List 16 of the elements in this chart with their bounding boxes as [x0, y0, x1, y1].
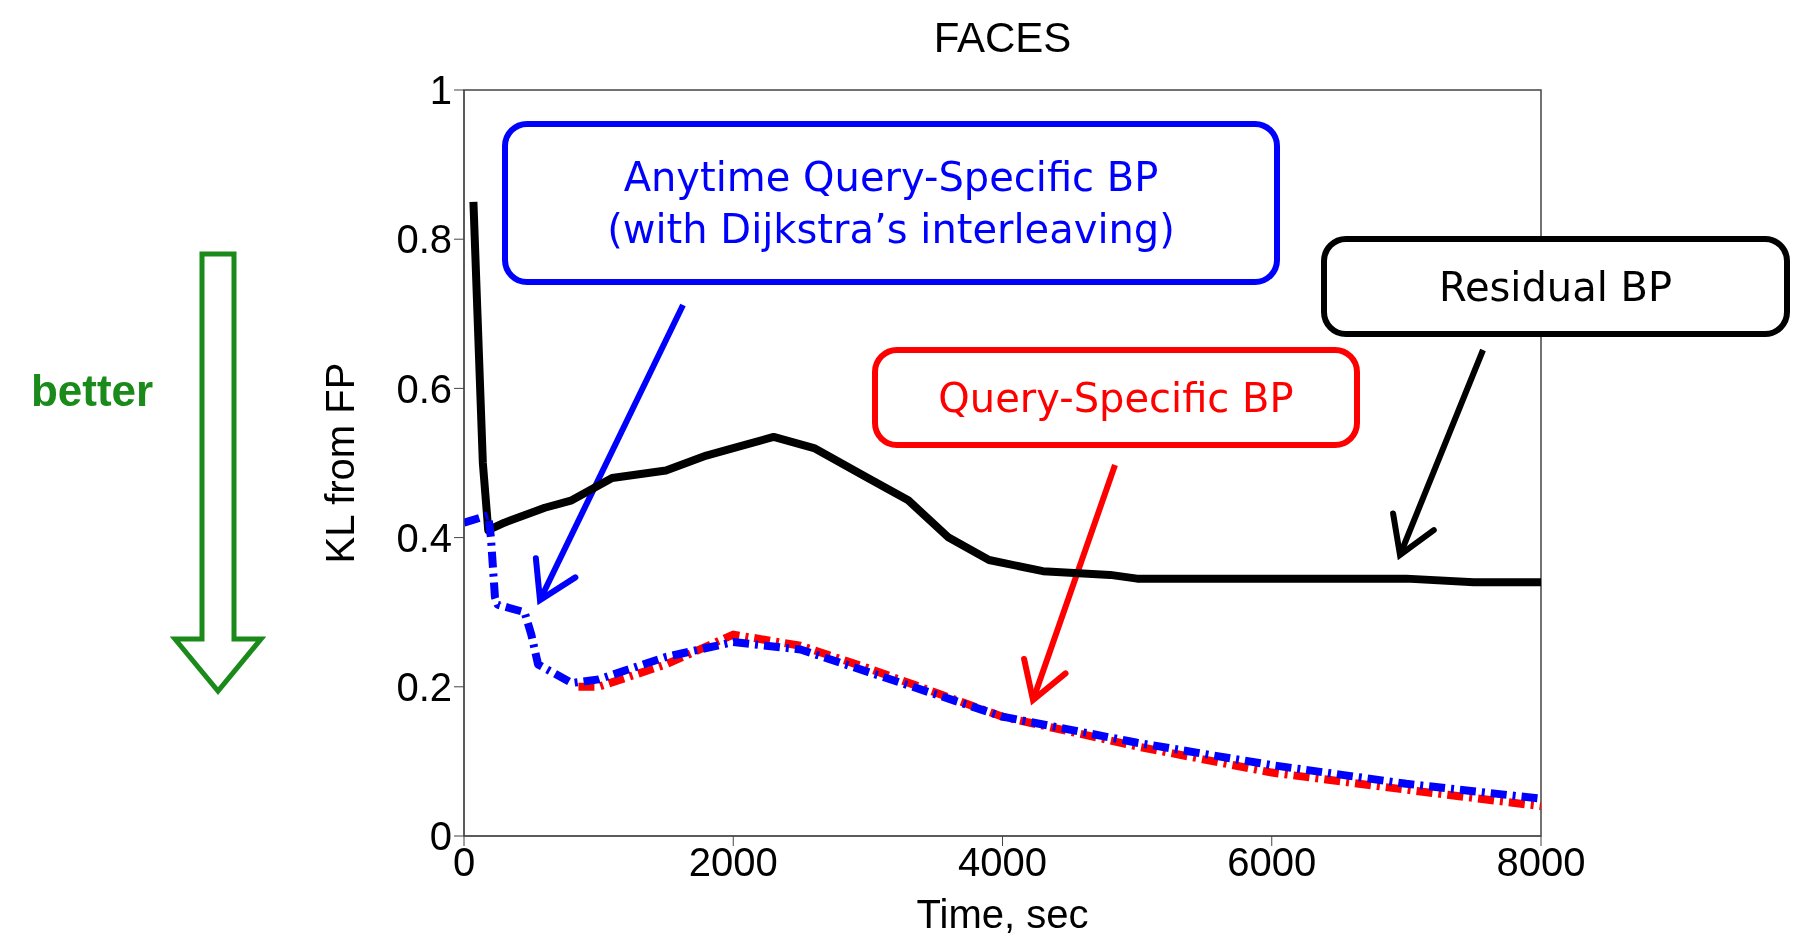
- y-tick-label: 0.4: [396, 515, 452, 560]
- x-tick-label: 4000: [958, 840, 1047, 885]
- y-tick-label: 0.2: [396, 665, 452, 709]
- text: Residual BP: [1438, 263, 1673, 310]
- y-tick-label: 0.8: [396, 217, 452, 262]
- x-tick-label: 6000: [1227, 840, 1317, 885]
- text: better: [30, 366, 154, 415]
- y-axis-title: KL from FP: [318, 362, 362, 564]
- y-tick-label: 1: [429, 68, 452, 113]
- x-tick-label: 8000: [1496, 840, 1586, 885]
- x-axis-title: Time, sec: [916, 892, 1089, 936]
- text: Query-Specific BP: [938, 374, 1294, 421]
- text: Anytime Query-Specific BP (with Dijkstra’s interleaving): [607, 154, 1175, 252]
- x-tick-label: 2000: [688, 840, 778, 885]
- y-tick-label: 0.6: [396, 366, 452, 411]
- chart-title: FACES: [933, 14, 1072, 61]
